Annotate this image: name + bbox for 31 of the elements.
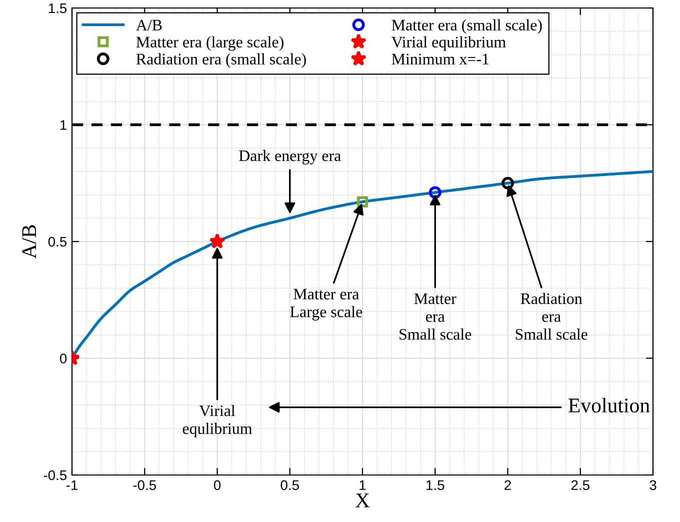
x-tick-label: 2 — [504, 480, 511, 490]
point — [502, 176, 514, 190]
x-axis-title: X — [355, 494, 370, 508]
x-tick-label: 1.5 — [426, 480, 444, 490]
annotation: Radiation era Small scale — [516, 292, 588, 340]
point — [356, 196, 368, 208]
legend-label: Radiation era (small scale) — [136, 53, 306, 68]
legend-label: A/B — [136, 20, 162, 31]
legend-label: Matter era (small scale) — [392, 19, 542, 34]
y-tick-label: 1.5 — [48, 3, 67, 14]
x-tick-label: 0 — [214, 480, 221, 490]
x-tick-label: 3 — [650, 480, 656, 490]
y-tick-label: 0.5 — [48, 236, 67, 247]
y-tick-label: 1 — [60, 120, 66, 130]
x-tick-label: 2.5 — [571, 480, 590, 490]
legend-label: Virial equilibrium — [391, 36, 506, 51]
annotation: Dark energy era — [239, 150, 341, 164]
annotation: Evolution — [568, 398, 650, 412]
legend-label: Matter era (large scale) — [136, 36, 284, 51]
annotation: Matter era Large scale — [290, 288, 362, 321]
x-tick-label: 0.5 — [280, 480, 299, 490]
x-tick-label: -1 — [66, 480, 78, 490]
y-axis-title: A/B — [22, 225, 36, 259]
y-tick-label: -0.5 — [44, 470, 67, 480]
point — [428, 186, 442, 199]
x-tick-label: 1 — [360, 480, 366, 490]
annotation: Virial equlibrium — [182, 404, 252, 438]
x-tick-label: -0.5 — [133, 480, 156, 490]
annotation: Matter era Small scale — [400, 293, 472, 340]
y-tick-label: 0 — [60, 354, 67, 364]
legend-label: Minimum x=-1 — [392, 54, 489, 64]
